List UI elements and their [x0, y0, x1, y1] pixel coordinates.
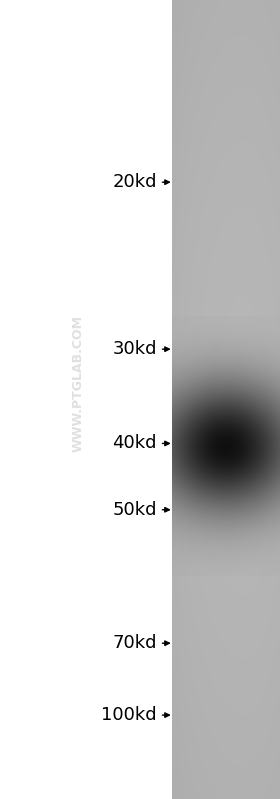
Text: 20kd: 20kd	[112, 173, 157, 191]
Text: 70kd: 70kd	[112, 634, 157, 652]
Text: 40kd: 40kd	[112, 435, 157, 452]
Text: WWW.PTGLAB.COM: WWW.PTGLAB.COM	[72, 315, 85, 452]
Text: 50kd: 50kd	[112, 501, 157, 519]
Text: 30kd: 30kd	[112, 340, 157, 358]
Text: 100kd: 100kd	[101, 706, 157, 724]
